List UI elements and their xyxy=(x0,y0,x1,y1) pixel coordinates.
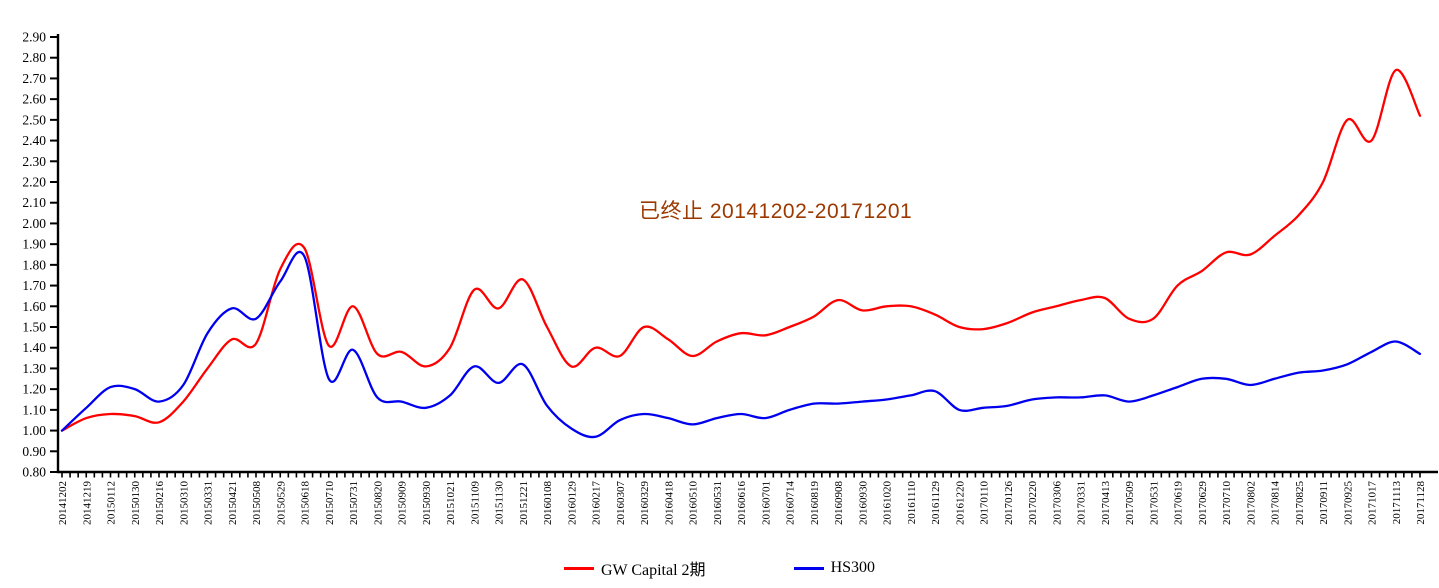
x-tick-label: 20170531 xyxy=(1148,481,1160,525)
x-tick-label: 20170814 xyxy=(1270,481,1282,526)
y-tick-label: 1.50 xyxy=(22,320,46,335)
x-tick-label: 20151221 xyxy=(518,481,530,525)
x-tick-label: 20150130 xyxy=(130,481,142,526)
x-tick-label: 20170802 xyxy=(1245,481,1257,525)
x-tick-label: 20160908 xyxy=(833,481,845,526)
y-tick-label: 2.10 xyxy=(22,195,46,210)
x-tick-label: 20150310 xyxy=(178,481,190,526)
y-tick-label: 1.90 xyxy=(22,237,46,252)
y-tick-label: 1.00 xyxy=(22,423,46,438)
y-tick-label: 2.30 xyxy=(22,154,46,169)
x-tick-label: 20170710 xyxy=(1221,481,1233,526)
x-tick-label: 20171128 xyxy=(1415,481,1427,525)
y-tick-label: 2.70 xyxy=(22,71,46,86)
axes xyxy=(56,34,1438,474)
x-tick-label: 20170306 xyxy=(1051,481,1063,526)
x-tick-label: 20150930 xyxy=(421,481,433,526)
x-tick-label: 20150909 xyxy=(397,481,409,526)
x-tick-label: 20160129 xyxy=(566,481,578,526)
x-tick-label: 20170331 xyxy=(1076,481,1088,525)
blue-line-swatch-icon xyxy=(793,566,824,570)
x-tick-label: 20150820 xyxy=(372,481,384,526)
x-tick-label: 20150331 xyxy=(203,481,215,525)
x-tick-label: 20151021 xyxy=(445,481,457,525)
y-tick-label: 1.70 xyxy=(22,278,46,293)
x-tick-label: 20160307 xyxy=(615,481,627,526)
x-tick-label: 20170413 xyxy=(1100,481,1112,526)
red-line-swatch-icon xyxy=(563,566,594,570)
series-line-hs300 xyxy=(60,251,1422,439)
x-tick-label: 20160616 xyxy=(736,481,748,526)
x-tick-label: 20170911 xyxy=(1318,481,1330,525)
x-tick-label: 20160819 xyxy=(809,481,821,526)
x-tick-label: 20161020 xyxy=(882,481,894,526)
x-tick-label: 20161129 xyxy=(930,481,942,525)
x-tick-label: 20160418 xyxy=(663,481,675,526)
y-tick-label: 2.00 xyxy=(22,216,46,231)
y-tick-label: 2.90 xyxy=(22,30,46,45)
x-tick-label: 20160329 xyxy=(639,481,651,526)
x-tick-label: 20151109 xyxy=(469,481,481,525)
x-tick-label: 20170220 xyxy=(1027,481,1039,526)
y-tick-label: 1.10 xyxy=(22,402,46,417)
y-tick-label: 2.60 xyxy=(22,92,46,107)
x-tick-label: 20170126 xyxy=(1003,481,1015,526)
legend-item-hs300: HS300 xyxy=(793,559,876,577)
x-tick-label: 20161220 xyxy=(954,481,966,526)
x-tick-label: 20170619 xyxy=(1173,481,1185,526)
y-tick-label: 1.60 xyxy=(22,299,46,314)
status-annotation: 已终止 20141202-20171201 xyxy=(639,200,913,223)
x-tick-label: 20160217 xyxy=(591,481,603,526)
y-tick-label: 1.30 xyxy=(22,361,46,376)
x-tick-label: 20150421 xyxy=(227,481,239,525)
x-tick-label: 20150216 xyxy=(154,481,166,526)
y-tick-label: 0.80 xyxy=(22,465,46,480)
x-tick-label: 20170110 xyxy=(979,481,991,525)
x-tick-label: 20150618 xyxy=(300,481,312,526)
x-tick-label: 20171113 xyxy=(1391,481,1403,525)
x-tick-label: 20150508 xyxy=(251,481,263,526)
x-tick-label: 20170925 xyxy=(1342,481,1354,526)
x-tick-label: 20150112 xyxy=(106,481,118,525)
y-tick-label: 2.40 xyxy=(22,133,46,148)
x-tick-label: 20170825 xyxy=(1294,481,1306,526)
x-tick-label: 20141202 xyxy=(57,481,69,525)
x-tick-label: 20150529 xyxy=(275,481,287,526)
y-tick-label: 2.80 xyxy=(22,50,46,65)
x-tick-label: 20160714 xyxy=(785,481,797,526)
x-tick-label: 20160930 xyxy=(857,481,869,526)
x-tick-label: 20170509 xyxy=(1124,481,1136,526)
legend-label: HS300 xyxy=(830,559,876,576)
x-tick-label: 20150731 xyxy=(348,481,360,525)
series-line-gw-capital-2 xyxy=(60,68,1422,432)
x-tick-label: 20171017 xyxy=(1367,481,1379,526)
y-tick-label: 1.80 xyxy=(22,257,46,272)
x-tick-label: 20150710 xyxy=(324,481,336,526)
x-tick-label: 20160701 xyxy=(760,481,772,525)
chart-legend: GW Capital 2期 HS300 xyxy=(0,556,1439,580)
y-tick-label: 1.40 xyxy=(22,340,46,355)
legend-label: GW Capital 2期 xyxy=(600,562,706,579)
y-tick-label: 2.50 xyxy=(22,112,46,127)
x-tick-label: 20161110 xyxy=(906,481,918,525)
y-tick-label: 1.20 xyxy=(22,382,46,397)
x-tick-label: 20141219 xyxy=(81,481,93,526)
legend-item-gw-capital-2: GW Capital 2期 xyxy=(563,556,706,580)
x-tick-label: 20160531 xyxy=(712,481,724,525)
y-tick-label: 2.20 xyxy=(22,175,46,190)
x-tick-label: 20151130 xyxy=(494,481,506,525)
y-tick-label: 0.90 xyxy=(22,444,46,459)
x-tick-label: 20170629 xyxy=(1197,481,1209,526)
x-tick-label: 20160510 xyxy=(688,481,700,526)
x-tick-label: 20160108 xyxy=(542,481,554,526)
